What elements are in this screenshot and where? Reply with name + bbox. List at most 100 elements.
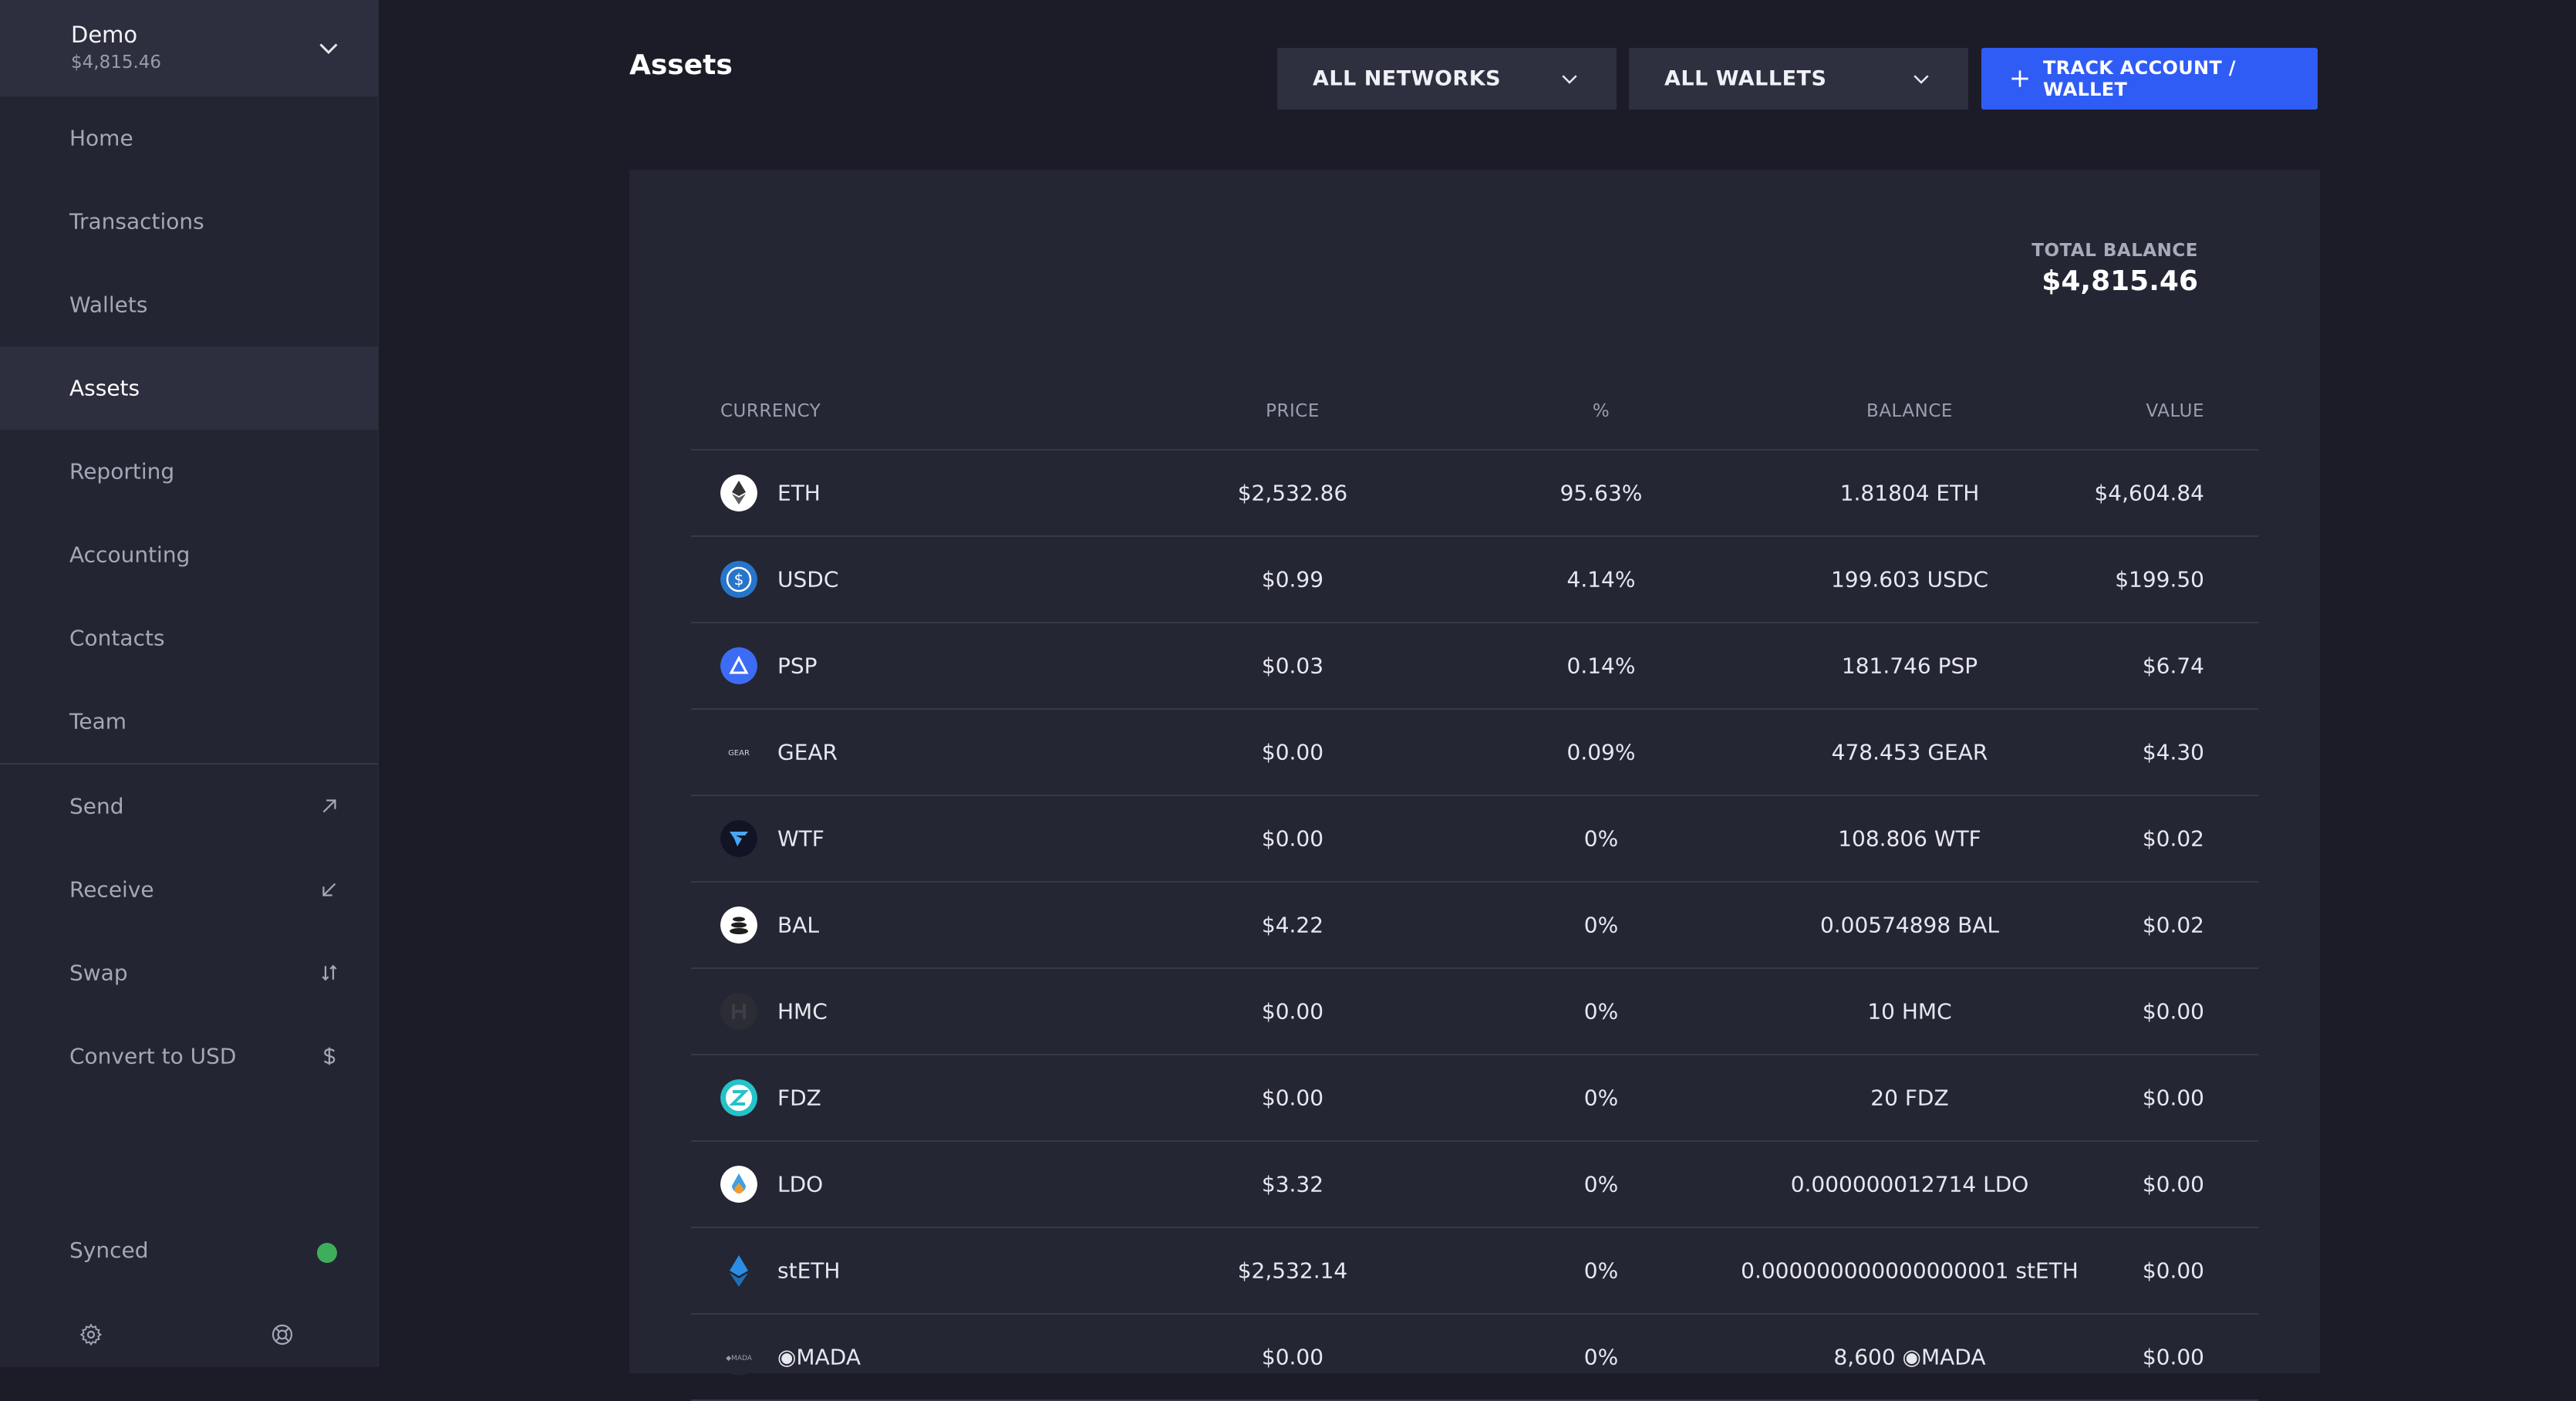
table-row[interactable]: PSP $0.03 0.14% 181.746 PSP $6.74 — [691, 623, 2258, 710]
price-cell: $0.03 — [1261, 653, 1324, 679]
track-account-button[interactable]: TRACK ACCOUNT / WALLET — [1981, 48, 2318, 110]
sidebar-item-contacts[interactable]: Contacts — [0, 596, 378, 680]
dollar-icon — [323, 1047, 335, 1065]
sidebar-item-reporting[interactable]: Reporting — [0, 430, 378, 513]
balance-cell: 8,600 ◉MADA — [1833, 1344, 1986, 1370]
table-row[interactable]: ◆MADA ◉MADA $0.00 0% 8,600 ◉MADA $0.00 — [691, 1315, 2258, 1401]
assets-panel: TOTAL BALANCE $4,815.46 CURRENCY PRICE %… — [629, 170, 2320, 1401]
header-currency: CURRENCY — [720, 401, 821, 421]
page-title: Assets — [629, 49, 733, 81]
price-cell: $0.00 — [1261, 739, 1324, 765]
price-cell: $0.99 — [1261, 566, 1324, 592]
percent-cell: 4.14% — [1566, 566, 1636, 592]
sidebar-item-wallets[interactable]: Wallets — [0, 263, 378, 346]
currency-name: BAL — [777, 912, 819, 938]
ldo-icon — [720, 1166, 757, 1203]
currency-name: ◉MADA — [777, 1344, 861, 1370]
value-cell: $4,604.84 — [2094, 480, 2204, 506]
balance-cell: 199.603 USDC — [1830, 566, 1989, 592]
currency-name: LDO — [777, 1171, 824, 1197]
sidebar-item-label: Wallets — [69, 292, 148, 318]
header-value: VALUE — [2146, 401, 2204, 421]
value-cell: $0.00 — [2142, 1085, 2204, 1111]
sidebar-item-accounting[interactable]: Accounting — [0, 513, 378, 596]
sidebar-divider — [0, 763, 378, 765]
balance-cell: 20 FDZ — [1870, 1085, 1949, 1111]
table-row[interactable]: ETH $2,532.86 95.63% 1.81804 ETH $4,604.… — [691, 451, 2258, 537]
price-cell: $0.00 — [1261, 1085, 1324, 1111]
percent-cell: 0.14% — [1566, 653, 1636, 679]
sidebar-item-team[interactable]: Team — [0, 680, 378, 763]
psp-icon — [720, 647, 757, 684]
value-cell: $4.30 — [2142, 739, 2204, 765]
arrow-down-left-icon — [322, 883, 336, 896]
table-row[interactable]: GEAR GEAR $0.00 0.09% 478.453 GEAR $4.30 — [691, 710, 2258, 796]
table-row[interactable]: FDZ $0.00 0% 20 FDZ $0.00 — [691, 1055, 2258, 1142]
fdz-icon — [720, 1079, 757, 1116]
table-row[interactable]: $ USDC $0.99 4.14% 199.603 USDC $199.50 — [691, 537, 2258, 623]
value-cell: $0.00 — [2142, 998, 2204, 1025]
help-lifebuoy-icon[interactable] — [270, 1322, 295, 1347]
balance-cell: 0.000000012714 LDO — [1790, 1171, 2029, 1197]
network-filter-value: ALL NETWORKS — [1313, 66, 1502, 91]
swap-action[interactable]: Swap — [0, 931, 378, 1014]
header-balance: BALANCE — [1866, 401, 1953, 421]
currency-name: USDC — [777, 566, 839, 592]
price-cell: $0.00 — [1261, 998, 1324, 1025]
balance-cell: 108.806 WTF — [1838, 825, 1981, 852]
currency-name: PSP — [777, 653, 818, 679]
header-price: PRICE — [1266, 401, 1320, 421]
balance-cell: 181.746 PSP — [1841, 653, 1978, 679]
value-cell: $199.50 — [2115, 566, 2204, 592]
price-cell: $2,532.14 — [1237, 1258, 1348, 1284]
sidebar-item-label: Team — [69, 708, 127, 734]
arrow-up-right-icon — [322, 799, 336, 813]
chevron-down-icon — [1913, 75, 1929, 84]
currency-name: ETH — [777, 480, 821, 506]
sidebar-item-label: Transactions — [69, 208, 204, 235]
chevron-down-icon[interactable] — [315, 34, 342, 62]
sidebar-item-label: Contacts — [69, 625, 165, 651]
settings-gear-icon[interactable] — [79, 1322, 103, 1347]
sync-status-label: Synced — [69, 1237, 149, 1263]
chevron-down-icon — [1562, 75, 1577, 84]
network-filter-select[interactable]: ALL NETWORKS — [1277, 48, 1617, 110]
table-row[interactable]: stETH $2,532.14 0% 0.000000000000000001 … — [691, 1228, 2258, 1315]
sidebar-item-home[interactable]: Home — [0, 96, 378, 180]
table-row[interactable]: BAL $4.22 0% 0.00574898 BAL $0.02 — [691, 883, 2258, 969]
svg-text:$: $ — [734, 570, 744, 589]
receive-action[interactable]: Receive — [0, 848, 378, 931]
sync-status-dot — [317, 1243, 337, 1263]
svg-text:GEAR: GEAR — [728, 749, 750, 758]
currency-name: HMC — [777, 998, 828, 1025]
table-row[interactable]: WTF $0.00 0% 108.806 WTF $0.02 — [691, 796, 2258, 883]
currency-name: stETH — [777, 1258, 841, 1284]
swap-arrows-icon — [322, 964, 337, 981]
swap-label: Swap — [69, 960, 128, 986]
send-action[interactable]: Send — [0, 765, 378, 848]
table-row[interactable]: LDO $3.32 0% 0.000000012714 LDO $0.00 — [691, 1142, 2258, 1228]
currency-name: WTF — [777, 825, 824, 852]
account-switcher[interactable]: Demo $4,815.46 — [0, 0, 378, 96]
balance-cell: 478.453 GEAR — [1831, 739, 1988, 765]
convert-action[interactable]: Convert to USD — [0, 1014, 378, 1098]
table-row[interactable]: HMC $0.00 0% 10 HMC $0.00 — [691, 969, 2258, 1055]
sidebar: Demo $4,815.46 Home Transactions Wallets… — [0, 0, 379, 1367]
value-cell: $0.02 — [2142, 912, 2204, 938]
svg-text:◆MADA: ◆MADA — [726, 1355, 753, 1362]
steth-icon — [720, 1252, 757, 1289]
value-cell: $0.00 — [2142, 1258, 2204, 1284]
sidebar-item-assets[interactable]: Assets — [0, 346, 378, 430]
value-cell: $0.00 — [2142, 1171, 2204, 1197]
balance-cell: 0.000000000000000001 stETH — [1741, 1258, 2079, 1284]
convert-label: Convert to USD — [69, 1043, 237, 1069]
percent-cell: 0% — [1583, 1085, 1619, 1111]
percent-cell: 0% — [1583, 998, 1619, 1025]
percent-cell: 0% — [1583, 1344, 1619, 1370]
bal-icon — [720, 906, 757, 944]
wallet-filter-select[interactable]: ALL WALLETS — [1629, 48, 1968, 110]
sidebar-item-transactions[interactable]: Transactions — [0, 180, 378, 263]
sidebar-item-label: Assets — [69, 375, 140, 401]
wallet-filter-value: ALL WALLETS — [1664, 66, 1827, 91]
price-cell: $2,532.86 — [1237, 480, 1348, 506]
